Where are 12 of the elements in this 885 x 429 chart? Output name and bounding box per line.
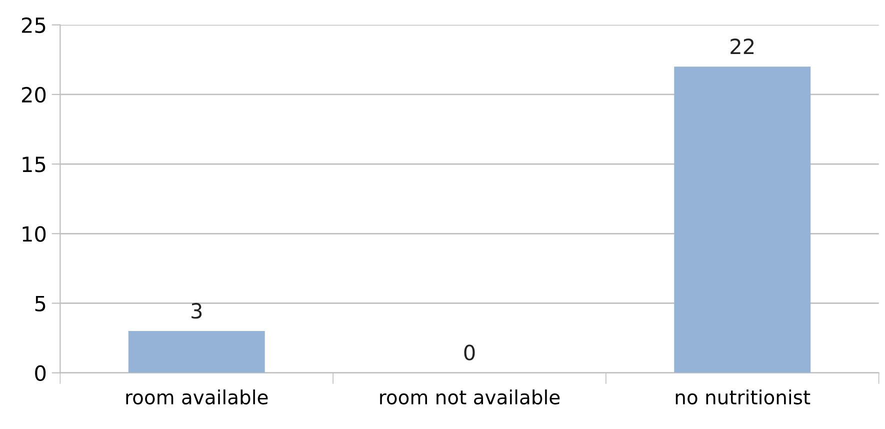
data-label: 0 <box>464 344 475 360</box>
data-label: 22 <box>730 38 754 54</box>
y-tick-label: 15 <box>22 156 46 172</box>
x-tick-label: room not available <box>380 389 560 405</box>
y-tick-label: 0 <box>35 365 46 382</box>
data-label: 3 <box>192 302 202 319</box>
y-tick-label: 10 <box>22 226 46 242</box>
y-tick-label: 25 <box>22 17 46 34</box>
y-tick-label: 5 <box>35 296 46 312</box>
x-tick-label: room available <box>126 389 268 405</box>
y-tick-label: 20 <box>22 86 46 103</box>
x-tick-label: no nutritionist <box>676 389 810 405</box>
